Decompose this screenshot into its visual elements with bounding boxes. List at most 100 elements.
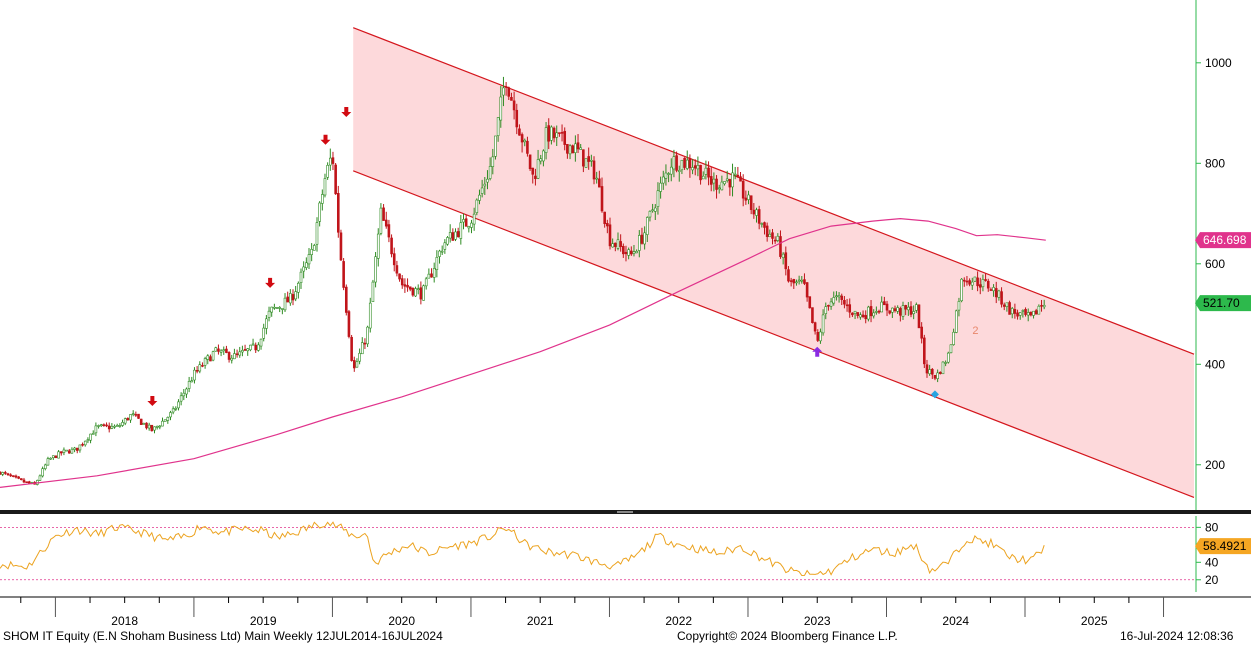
candle-body xyxy=(712,178,716,184)
candle-body xyxy=(893,308,897,312)
candle-body xyxy=(235,353,239,356)
candle-body xyxy=(475,199,479,213)
candle-body xyxy=(430,273,433,278)
candle-body xyxy=(502,87,505,96)
candle-body xyxy=(600,186,604,212)
candle-body xyxy=(970,281,974,286)
candle-body xyxy=(1024,309,1027,315)
candle-body xyxy=(571,145,575,154)
candle-body xyxy=(467,226,471,229)
candle-body xyxy=(1002,304,1006,307)
candle-body xyxy=(992,287,995,292)
candle-body xyxy=(915,304,918,311)
candle-body xyxy=(832,297,836,304)
candle-body xyxy=(241,350,244,353)
candle-body xyxy=(297,282,300,293)
candle-body xyxy=(582,149,585,167)
candle-body xyxy=(257,344,260,351)
candle-body xyxy=(456,231,460,237)
candle-body xyxy=(443,242,447,250)
candle-body xyxy=(560,132,564,134)
candle-body xyxy=(249,344,252,351)
candle-body xyxy=(411,287,415,296)
candle-body xyxy=(795,281,798,284)
candle-body xyxy=(464,218,468,227)
candle-body xyxy=(179,395,183,402)
candle-body xyxy=(1010,308,1014,315)
candle-body xyxy=(491,156,495,167)
candle-body xyxy=(576,142,580,150)
candle-body xyxy=(883,301,886,306)
candle-body xyxy=(632,251,636,254)
candle-body xyxy=(435,257,439,270)
candle-body xyxy=(246,348,250,352)
candle-body xyxy=(283,297,287,311)
candle-body xyxy=(1018,312,1022,316)
candle-body xyxy=(920,326,923,339)
candle-body xyxy=(747,194,750,200)
candle-body xyxy=(872,312,876,317)
candle-body xyxy=(219,350,223,353)
candle-body xyxy=(1021,310,1025,312)
candle-body xyxy=(414,288,417,297)
candle-body xyxy=(310,249,313,255)
year-label: 2022 xyxy=(665,614,692,628)
candle-body xyxy=(899,308,902,316)
candle-body xyxy=(917,304,921,329)
candle-body xyxy=(113,425,116,428)
candle-body xyxy=(70,448,74,454)
panel-splitter-handle xyxy=(617,511,633,513)
candle-body xyxy=(635,251,638,254)
candle-body xyxy=(677,170,681,172)
candle-body xyxy=(614,242,617,247)
candle-body xyxy=(355,361,359,368)
candle-body xyxy=(142,423,146,425)
candle-body xyxy=(704,167,708,175)
candle-body xyxy=(185,388,188,395)
candle-body xyxy=(731,172,734,188)
candle-body xyxy=(699,164,702,181)
candle-body xyxy=(432,268,436,278)
price-tick-label: 600 xyxy=(1205,257,1225,271)
candle-body xyxy=(360,342,364,355)
candle-body xyxy=(523,139,527,143)
candle-body xyxy=(779,236,782,257)
candle-body xyxy=(771,232,774,239)
candle-body xyxy=(824,306,828,314)
candle-body xyxy=(997,290,1001,298)
candle-body xyxy=(102,424,106,426)
moving-average-tag-bg xyxy=(1195,232,1251,249)
candle-body xyxy=(352,360,356,369)
candle-body xyxy=(233,353,236,360)
candle-body xyxy=(539,158,543,162)
candle-body xyxy=(901,305,905,317)
candle-body xyxy=(201,365,204,367)
candle-body xyxy=(888,310,891,314)
candle-body xyxy=(163,419,167,422)
candle-body xyxy=(46,458,50,466)
candle-body xyxy=(376,233,380,259)
rsi-tick-label: 40 xyxy=(1205,555,1219,569)
candle-body xyxy=(792,279,796,284)
candle-body xyxy=(707,167,710,178)
candle-body xyxy=(805,282,809,298)
candle-body xyxy=(590,159,593,162)
candle-body xyxy=(339,232,343,261)
candle-body xyxy=(478,194,481,201)
rsi-panel: 2040608058.4921 xyxy=(0,516,1251,592)
candle-body xyxy=(725,178,729,181)
candle-body xyxy=(209,356,212,362)
candle-body xyxy=(243,349,247,351)
candle-body xyxy=(848,304,852,313)
candle-body xyxy=(12,475,15,477)
candle-body xyxy=(739,176,742,182)
candle-body xyxy=(763,222,766,228)
candle-body xyxy=(230,357,234,361)
candle-body xyxy=(885,303,889,311)
channel-upper-line xyxy=(352,27,1195,355)
candle-body xyxy=(483,183,487,187)
candle-body xyxy=(728,179,732,188)
candle-body xyxy=(835,295,838,298)
buy-arrow-icon xyxy=(812,346,823,357)
